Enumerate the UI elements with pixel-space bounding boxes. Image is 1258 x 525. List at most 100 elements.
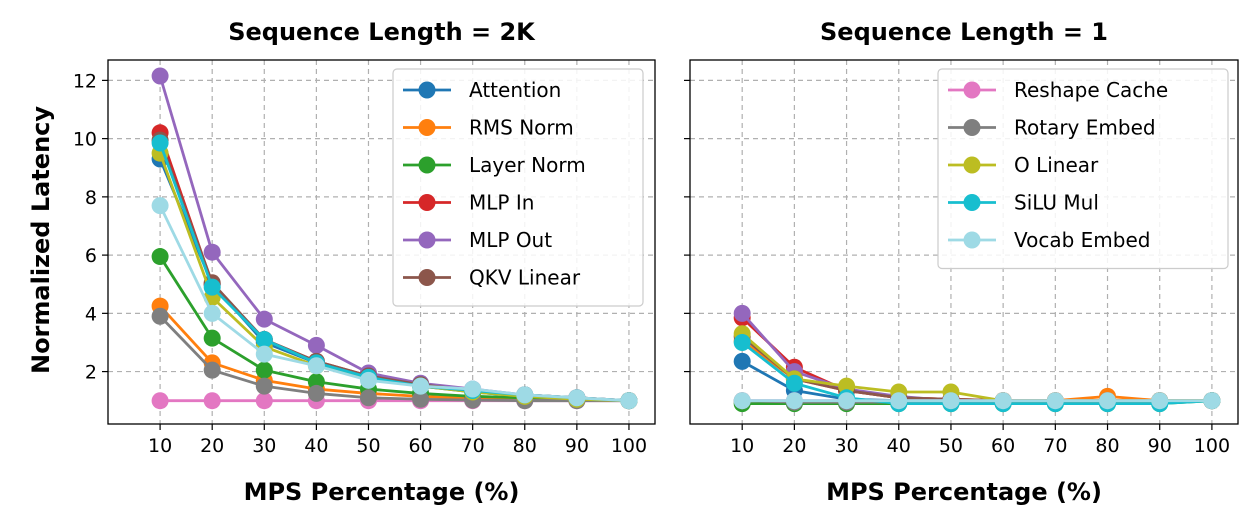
legend-item-silu-mul: SiLU Mul (948, 191, 1099, 215)
legend-marker (963, 81, 981, 99)
legend-label: Rotary Embed (1014, 116, 1156, 140)
y-axis-label: Normalized Latency (27, 106, 55, 374)
data-point-vocab-embed (838, 392, 856, 410)
data-point-vocab-embed (151, 197, 169, 215)
series-line-rotary-embed (159, 315, 629, 403)
legend-item-mlp-in: MLP In (403, 191, 534, 215)
data-point-vocab-embed (307, 357, 325, 375)
x-tick-label: 90 (565, 435, 589, 457)
data-point-vocab-embed (890, 392, 908, 410)
legend-box (937, 68, 1229, 270)
data-point-attention (733, 352, 751, 370)
data-point-mlp-out (255, 310, 273, 328)
data-point-vocab-embed (516, 386, 534, 404)
x-tick-label: 30 (834, 435, 858, 457)
data-point-vocab-embed (733, 392, 751, 410)
data-point-vocab-embed (1046, 392, 1064, 410)
x-tick-label: 70 (1043, 435, 1067, 457)
legend-label: SiLU Mul (1014, 191, 1099, 215)
legend-marker (963, 119, 981, 136)
legend-box (392, 68, 644, 307)
data-point-rotary-embed (151, 307, 169, 325)
x-tick-label: 70 (461, 435, 485, 457)
x-tick-label: 50 (939, 435, 963, 457)
series-line-rms-norm (741, 339, 1212, 403)
data-point-rotary-embed (359, 389, 377, 407)
data-point-rotary-embed (255, 377, 273, 395)
x-axis-label: MPS Percentage (%) (244, 478, 520, 506)
x-tick-label: 20 (782, 435, 806, 457)
legend-item-vocab-embed: Vocab Embed (948, 228, 1150, 252)
x-tick-label: 60 (991, 435, 1015, 457)
x-tick-label: 80 (1095, 435, 1119, 457)
data-point-layer-norm (255, 361, 273, 379)
series-line-vocab-embed (158, 204, 630, 403)
legend-item-o-linear: O Linear (948, 153, 1099, 177)
x-tick-label: 20 (200, 435, 224, 457)
data-point-vocab-embed (1099, 392, 1117, 410)
data-point-vocab-embed (412, 377, 430, 395)
data-point-o-linear (838, 377, 856, 395)
legend-item-rotary-embed: Rotary Embed (948, 116, 1156, 140)
x-tick-label: 10 (730, 435, 754, 457)
data-point-reshape-cache (255, 392, 273, 410)
legend: Reshape Cache Rotary Embed O Linear SiLU Mu… (937, 68, 1229, 270)
series-line-rms-norm (159, 305, 629, 403)
x-tick-label: 50 (356, 435, 380, 457)
y-tick-label: 6 (85, 245, 97, 267)
axes-frame (689, 59, 1239, 425)
legend-marker (418, 156, 436, 174)
legend-marker (418, 231, 436, 249)
legend: Attention RMS Norm Layer Norm MLP In MLP Out… (392, 68, 644, 307)
x-tick-label: 100 (1194, 435, 1230, 457)
x-tick-label: 30 (252, 435, 276, 457)
legend-label: Layer Norm (469, 153, 586, 177)
data-point-vocab-embed (464, 380, 482, 398)
data-point-layer-norm (203, 329, 221, 347)
legend-label: MLP Out (469, 228, 552, 252)
legend-label: Attention (469, 78, 561, 102)
data-point-mlp-out (307, 336, 325, 354)
legend-item-rms-norm: RMS Norm (403, 116, 574, 140)
x-tick-label: 60 (408, 435, 432, 457)
data-point-silu-mul (733, 333, 751, 351)
legend-label: MLP In (469, 191, 534, 215)
data-point-rotary-embed (307, 384, 325, 402)
y-tick-label: 8 (85, 187, 97, 209)
data-point-vocab-embed (785, 392, 803, 410)
data-point-reshape-cache (151, 392, 169, 410)
x-tick-label: 10 (148, 435, 172, 457)
y-tick-label: 10 (73, 129, 97, 151)
data-point-vocab-embed (568, 389, 586, 407)
legend-marker (963, 231, 981, 249)
legend-item-attention: Attention (403, 78, 561, 102)
y-tick-label: 12 (73, 70, 97, 92)
series-group (151, 67, 638, 410)
legend-marker (418, 81, 436, 99)
legend-marker (963, 194, 981, 211)
data-point-vocab-embed (359, 371, 377, 389)
legend-item-mlp-out: MLP Out (403, 228, 552, 252)
x-tick-label: 100 (611, 435, 647, 457)
legend-marker (418, 269, 436, 286)
data-point-layer-norm (307, 373, 325, 391)
data-point-silu-mul (151, 134, 169, 152)
data-point-layer-norm (151, 248, 169, 266)
legend-marker (418, 194, 436, 211)
y-tick-label: 2 (85, 362, 97, 384)
series-line-qkv-linear (741, 335, 1212, 403)
data-point-vocab-embed (255, 345, 273, 363)
x-tick-label: 40 (887, 435, 911, 457)
data-point-mlp-out (203, 243, 221, 261)
chart-title: Sequence Length = 1 (820, 18, 1108, 46)
data-point-vocab-embed (203, 304, 221, 322)
data-point-mlp-out (151, 67, 169, 85)
legend-label: O Linear (1014, 153, 1099, 177)
chart-title: Sequence Length = 2K (228, 18, 536, 46)
data-point-reshape-cache (203, 392, 221, 410)
data-point-silu-mul (255, 331, 273, 349)
data-point-mlp-out (733, 304, 751, 322)
x-tick-label: 80 (513, 435, 537, 457)
legend-marker (963, 156, 981, 174)
data-point-rotary-embed (203, 361, 221, 379)
